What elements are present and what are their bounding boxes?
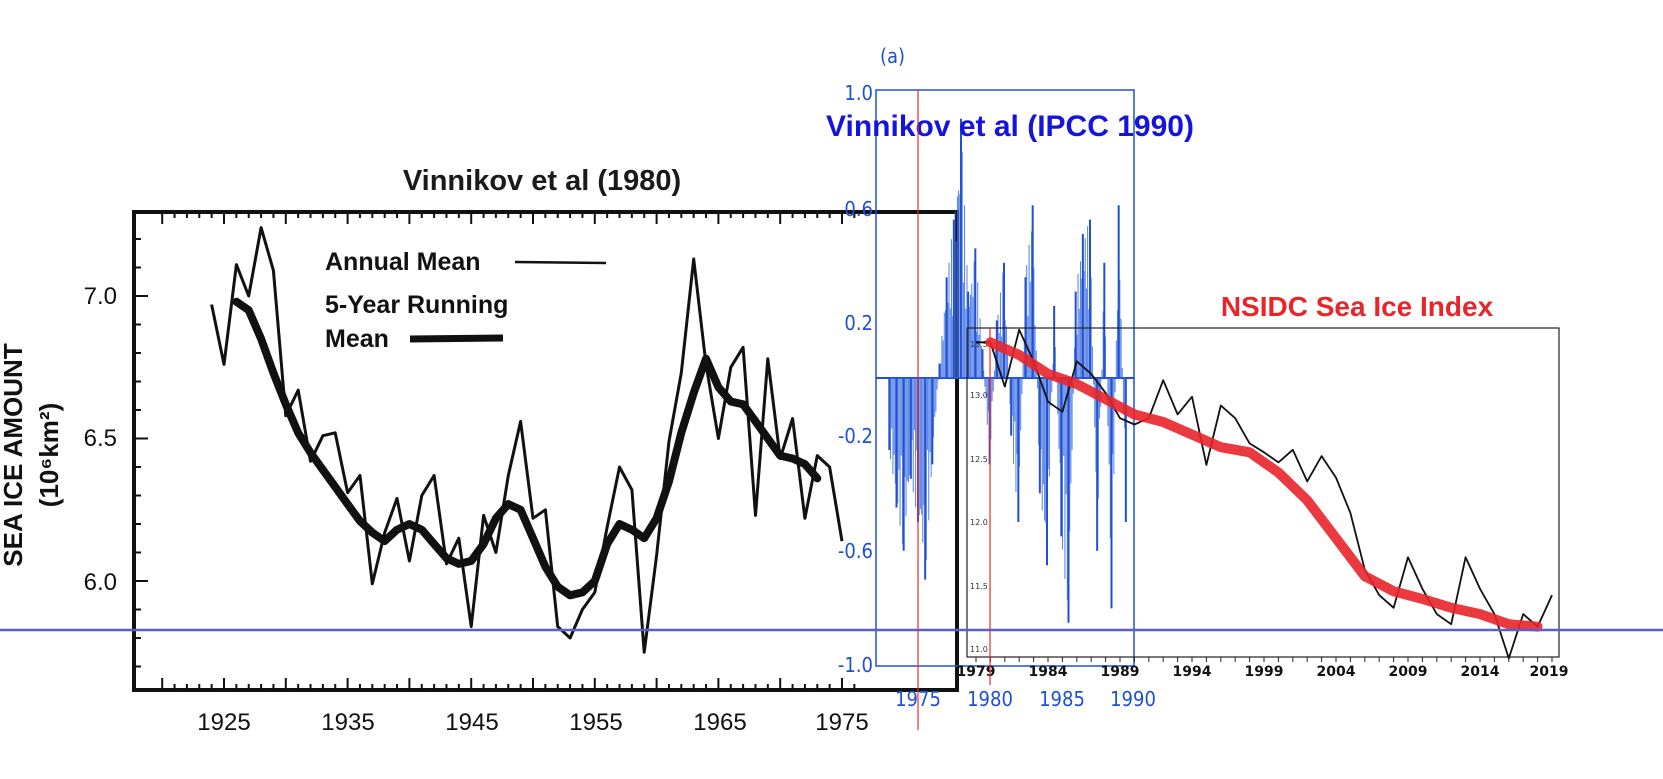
ipcc-1990-y-tick-labels: 1.0 0.6 0.2 -0.2 -0.6 -1.0: [838, 81, 873, 677]
legend-running-label-2: Mean: [325, 325, 389, 353]
nsidc-title: NSIDC Sea Ice Index: [1221, 291, 1494, 322]
nsidc-smoothed-line: [985, 337, 1543, 632]
x-tick-label: 1989: [1101, 664, 1140, 680]
y-tick-label: 13.5: [970, 340, 988, 349]
nsidc-x-tick-labels: 1979 1984 1989 1994 1999 2004 2009 2014 …: [957, 664, 1569, 680]
y-tick-label: 11.0: [970, 645, 988, 654]
y-tick-label: -0.2: [838, 424, 873, 448]
ipcc-1990-anomaly-bars: [888, 118, 1127, 623]
nsidc-y-tick-labels: 13.5 13.0 12.5 12.0 11.5 11.0: [970, 340, 988, 654]
legend-annual-label: Annual Mean: [325, 248, 481, 276]
ipcc-1990-panel: (a) 1.0 0.6 0.2 -0.2 -0.6 -1.0 1975 1980…: [826, 44, 1194, 711]
vinnikov-1980-panel: Vinnikov et al (1980) 1925 1935 1945 195…: [0, 165, 959, 736]
ipcc-1990-x-tick-labels: 1975 1980 1985 1990: [895, 687, 1156, 711]
nsidc-panel: 1979 1984 1989 1994 1999 2004 2009 2014 …: [957, 291, 1569, 680]
panel-label: (a): [880, 44, 905, 68]
y-axis-title: SEA ICE AMOUNT (10⁶km²): [0, 343, 64, 567]
y-tick-label: 1.0: [844, 81, 873, 105]
x-tick-label: 1980: [967, 687, 1013, 711]
nsidc-plot-frame: [966, 327, 1560, 658]
x-tick-label: 1955: [569, 709, 622, 736]
nsidc-x-ticks: [975, 657, 1553, 662]
x-tick-label: 1984: [1029, 664, 1068, 680]
legend-running-swatch: [409, 334, 504, 343]
y-tick-label: 11.5: [970, 582, 988, 591]
y-tick-label: 0.6: [844, 197, 873, 221]
x-tick-label: 1985: [1039, 687, 1085, 711]
annual-mean-line: [210, 226, 844, 654]
x-tick-label: 1999: [1245, 664, 1284, 680]
vinnikov-1980-title: Vinnikov et al (1980): [403, 165, 681, 197]
running-mean-line: [232, 297, 822, 600]
y-tick-label: 12.5: [970, 455, 988, 464]
annual-mean-points: [211, 227, 843, 653]
legend-annual-swatch: [514, 260, 607, 265]
y-axis-label: SEA ICE AMOUNT: [0, 343, 28, 567]
x-tick-label: 2009: [1389, 664, 1428, 680]
y-tick-label: 6.0: [84, 569, 117, 596]
y-axis-unit: (10⁶km²): [34, 403, 64, 507]
x-tick-label: 1994: [1173, 664, 1212, 680]
y-tick-label: 6.5: [84, 425, 117, 452]
x-tick-label: 1990: [1110, 687, 1156, 711]
y-tick-label: -0.6: [838, 539, 873, 563]
x-tick-label: 1975: [815, 709, 868, 736]
y-tick-label: 0.2: [844, 311, 873, 335]
vinnikov-1980-x-tick-labels: 1925 1935 1945 1955 1965 1975: [197, 709, 868, 736]
vinnikov-1980-y-tick-labels: 6.0 6.5 7.0: [84, 283, 117, 596]
legend: Annual Mean 5-Year Running Mean: [325, 248, 607, 353]
x-tick-label: 2014: [1461, 664, 1500, 680]
ipcc-1990-title: Vinnikov et al (IPCC 1990): [826, 110, 1194, 143]
vinnikov-1980-plot-frame: [132, 210, 959, 692]
x-tick-label: 1965: [693, 709, 746, 736]
legend-running-label: 5-Year Running: [325, 291, 508, 319]
y-tick-label: 12.0: [970, 518, 988, 527]
nsidc-annual-points: [975, 329, 1553, 659]
x-tick-label: 2004: [1317, 664, 1356, 680]
y-tick-label: -1.0: [838, 653, 873, 677]
vinnikov-1980-axis-ticks: [134, 212, 856, 690]
y-tick-label: 13.0: [970, 391, 988, 400]
x-tick-label: 2019: [1530, 664, 1569, 680]
x-tick-label: 1935: [321, 709, 374, 736]
y-tick-label: 7.0: [84, 283, 117, 310]
x-tick-label: 1925: [197, 709, 250, 736]
x-tick-label: 1979: [957, 664, 996, 680]
x-tick-label: 1945: [445, 709, 498, 736]
